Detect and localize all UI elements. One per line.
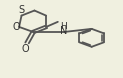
Text: H: H — [61, 22, 67, 31]
Text: N: N — [60, 26, 68, 36]
Text: S: S — [18, 5, 25, 15]
Text: O: O — [13, 22, 20, 32]
Text: O: O — [21, 44, 29, 54]
